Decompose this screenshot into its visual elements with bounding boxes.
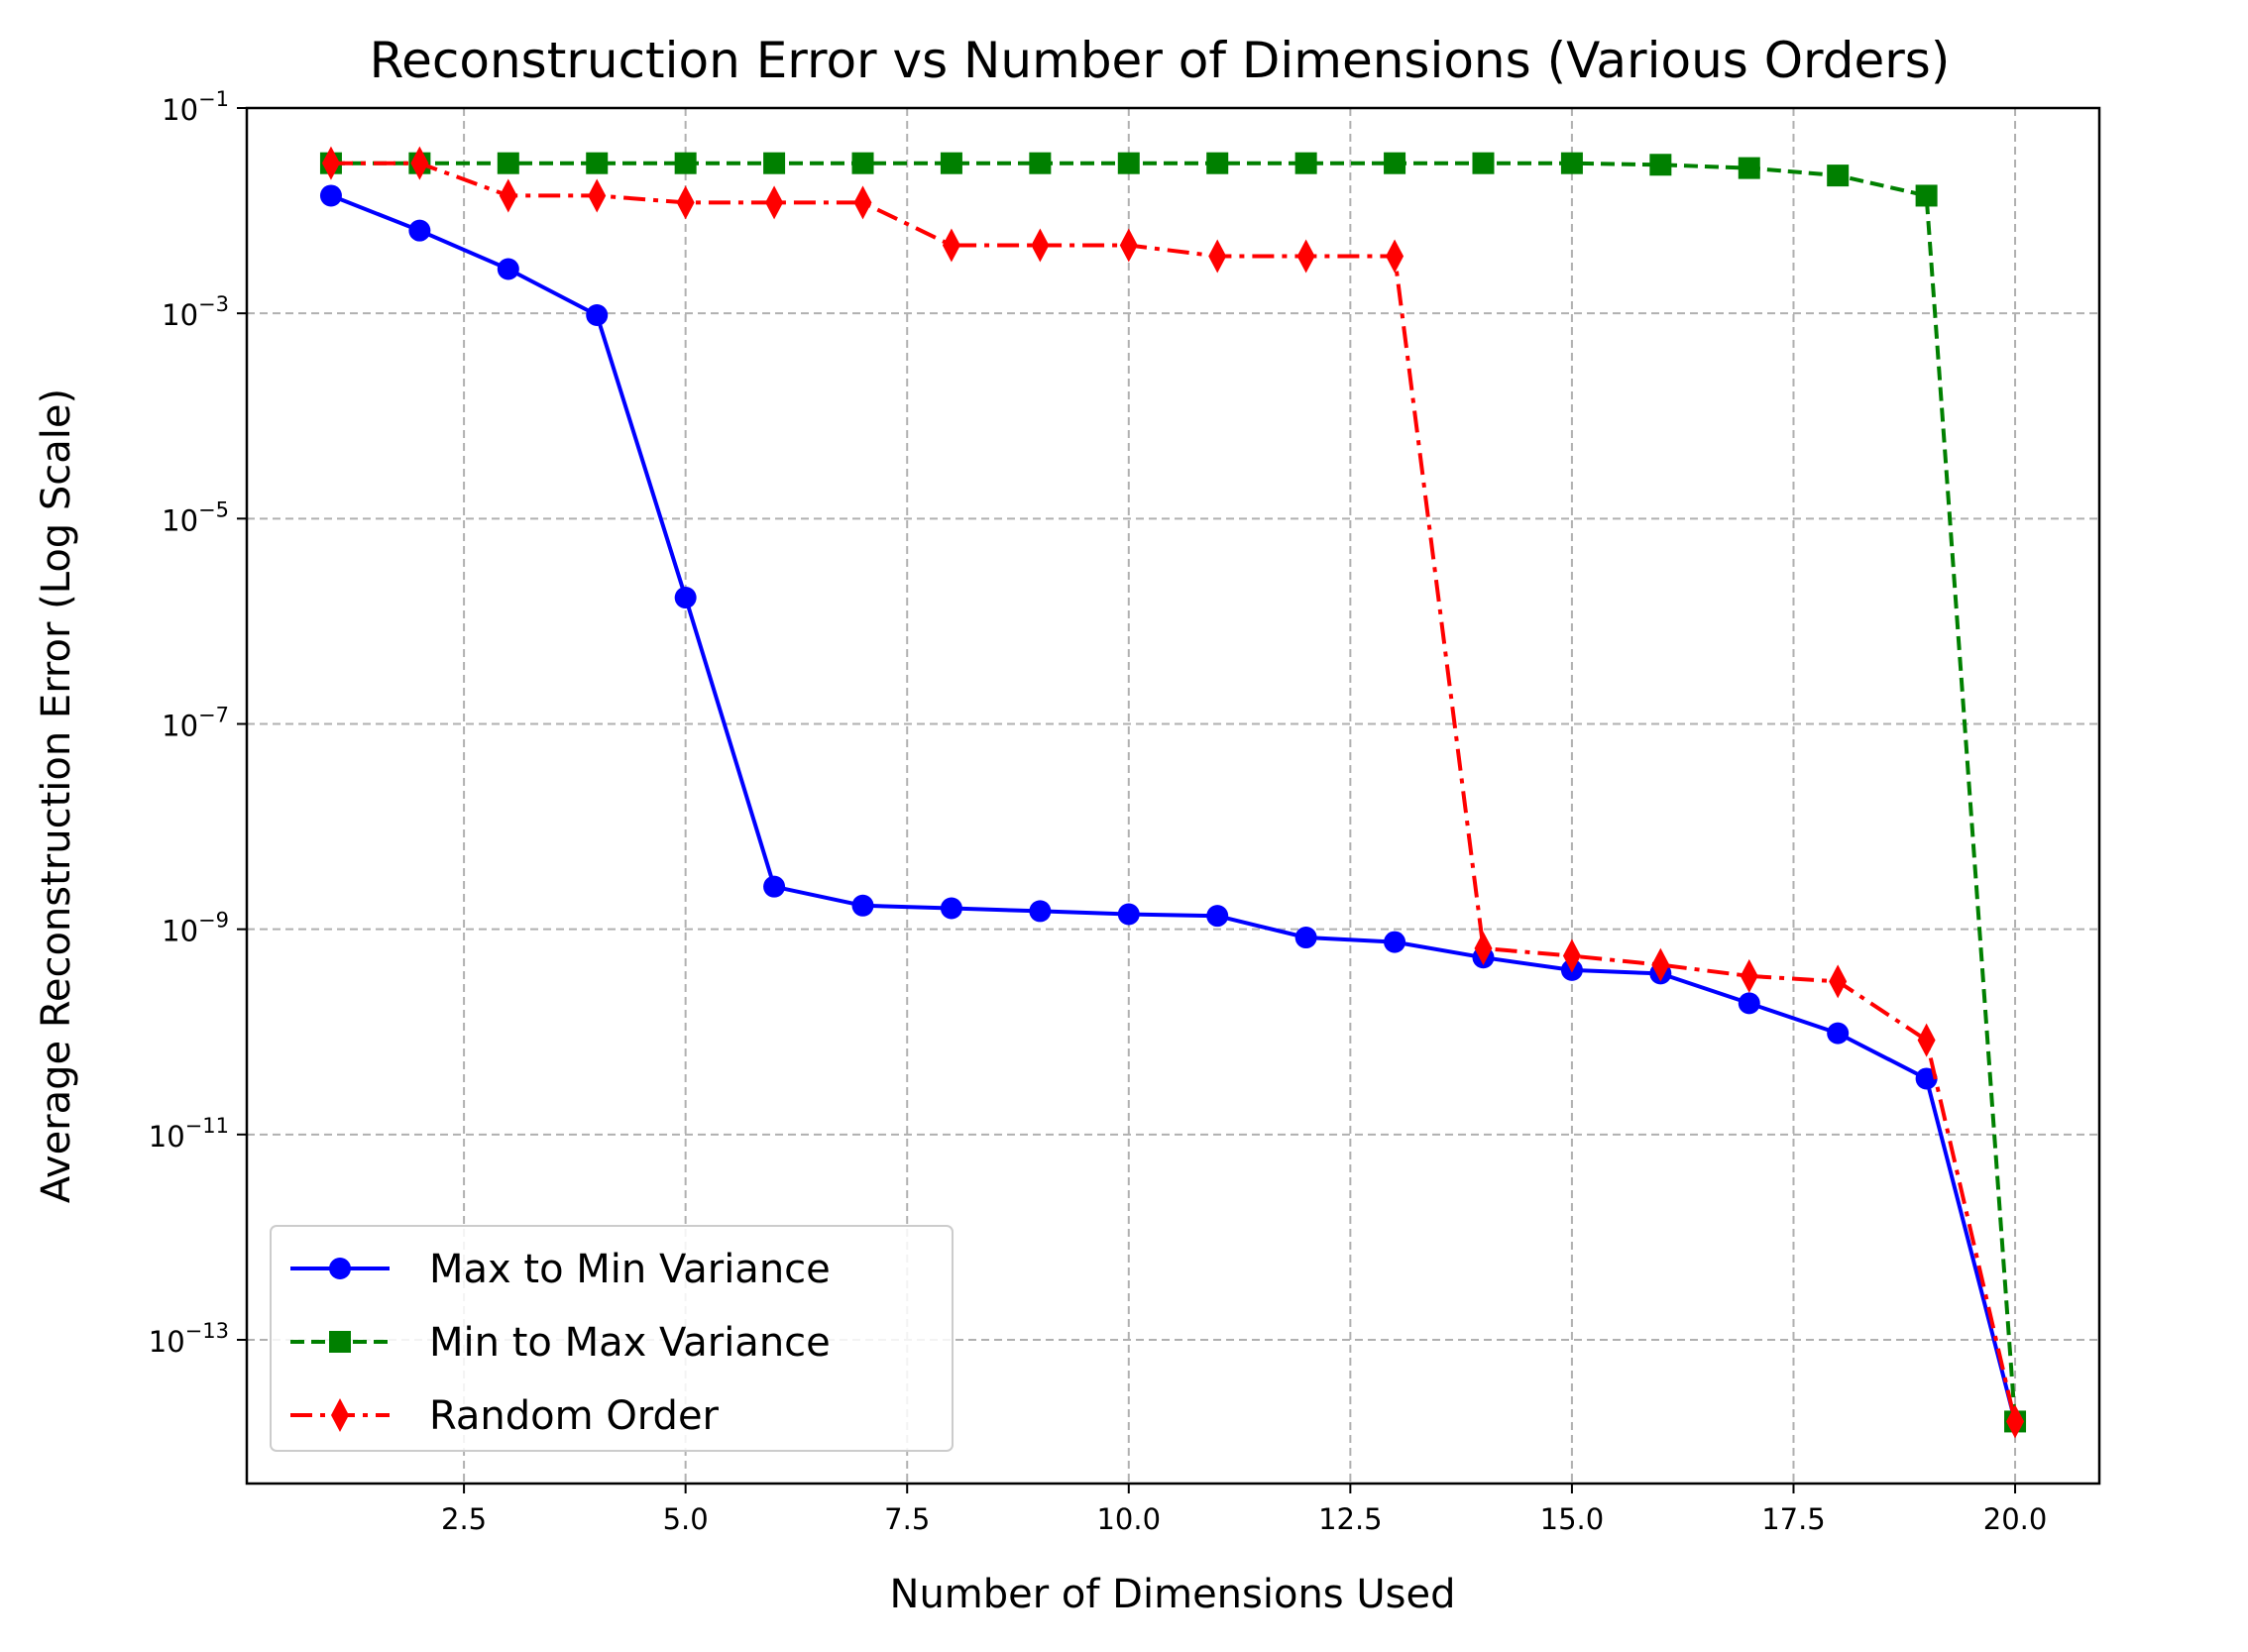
data-point (1119, 228, 1138, 263)
data-point (1915, 1067, 1938, 1090)
series-min-to-max-variance (319, 152, 2027, 1433)
data-point (1206, 152, 1229, 174)
data-point (765, 185, 784, 220)
data-point (1384, 152, 1406, 174)
data-point (408, 219, 431, 242)
data-point (763, 152, 786, 174)
data-point (1117, 903, 1140, 926)
data-point (1560, 152, 1583, 174)
legend-entry: Random Order (290, 1393, 720, 1439)
y-tick-label: 10−3 (162, 292, 229, 332)
data-point (1384, 931, 1406, 953)
data-point (497, 258, 519, 280)
legend-entries: Max to Min Variance Min to Max Variance Ra… (290, 1247, 831, 1439)
series-line (331, 161, 2017, 1422)
legend-entry: Max to Min Variance (290, 1247, 831, 1292)
legend-label: Max to Min Variance (429, 1247, 831, 1292)
x-tick-label: 12.5 (1318, 1502, 1383, 1536)
data-point (1917, 1023, 1936, 1057)
data-point (1029, 152, 1052, 174)
data-point (410, 146, 429, 180)
ticks: 2.5 5.0 7.5 10.0 12.5 15.0 17.5 20.0 10−1 10−3 10−… (149, 87, 2048, 1536)
data-point (674, 587, 697, 609)
legend-marker (329, 1258, 351, 1279)
data-point (851, 152, 874, 174)
data-point (499, 178, 517, 213)
plot-frame (245, 106, 2101, 1486)
data-point (1829, 964, 1848, 999)
x-tick-label: 5.0 (663, 1502, 709, 1536)
x-tick-label: 10.0 (1096, 1502, 1161, 1536)
series-random-order (321, 146, 2025, 1439)
x-axis-label: Number of Dimensions Used (890, 1572, 1456, 1617)
data-point (940, 897, 962, 920)
data-point (1296, 239, 1315, 274)
x-tick-label: 15.0 (1540, 1502, 1605, 1536)
series-line (330, 193, 2017, 1422)
legend-entry: Min to Max Variance (290, 1320, 831, 1366)
x-tick-label: 20.0 (1983, 1502, 2048, 1536)
data-point (763, 875, 786, 898)
data-point (1562, 938, 1581, 973)
data-point (319, 184, 342, 207)
y-tick-label: 10−9 (162, 909, 229, 948)
data-point (942, 228, 960, 263)
x-tick-label: 2.5 (441, 1502, 487, 1536)
data-point (1474, 932, 1493, 966)
grid (247, 107, 2099, 1484)
data-point (1386, 239, 1405, 274)
data-point (497, 152, 519, 174)
data-point (1117, 152, 1140, 174)
x-tick-label: 17.5 (1761, 1502, 1826, 1536)
x-tick-label: 7.5 (884, 1502, 930, 1536)
legend-marker (331, 1398, 349, 1432)
y-tick-label: 10−11 (149, 1114, 229, 1154)
chart-title: Reconstruction Error vs Number of Dimens… (370, 32, 1951, 89)
data-point (1738, 157, 1760, 179)
y-tick-label: 10−5 (162, 497, 229, 537)
data-point (1029, 900, 1052, 923)
data-point (1294, 927, 1317, 949)
series-line (331, 161, 2017, 1422)
y-tick-label: 10−7 (162, 703, 229, 742)
data-point (1031, 228, 1050, 263)
y-axis-label: Average Reconstruction Error (Log Scale) (34, 388, 79, 1203)
data-point (586, 304, 609, 327)
data-point (1651, 947, 1670, 982)
data-point (853, 185, 872, 220)
data-point (321, 146, 340, 180)
data-point (1827, 165, 1850, 187)
data-point (1208, 239, 1227, 274)
data-point (588, 178, 607, 213)
legend-label: Random Order (429, 1393, 720, 1439)
y-tick-label: 10−13 (149, 1319, 229, 1359)
legend-label: Min to Max Variance (429, 1320, 831, 1366)
data-point (1738, 992, 1760, 1015)
data-point (1472, 152, 1495, 174)
data-point (1827, 1022, 1850, 1045)
data-point (940, 152, 962, 174)
data-point (1294, 152, 1317, 174)
data-point (1740, 958, 1758, 993)
data-point (2006, 1404, 2025, 1439)
data-point (586, 152, 609, 174)
y-tick-label: 10−1 (162, 87, 229, 127)
legend-marker (329, 1331, 351, 1353)
data-point (674, 152, 697, 174)
series-layer (319, 146, 2027, 1439)
legend-box (270, 1225, 954, 1452)
data-point (1206, 905, 1229, 928)
data-point (851, 894, 874, 917)
data-point (1915, 184, 1938, 207)
legend: Max to Min Variance Min to Max Variance Ra… (270, 1225, 954, 1452)
data-point (1649, 154, 1672, 176)
data-point (676, 185, 695, 220)
